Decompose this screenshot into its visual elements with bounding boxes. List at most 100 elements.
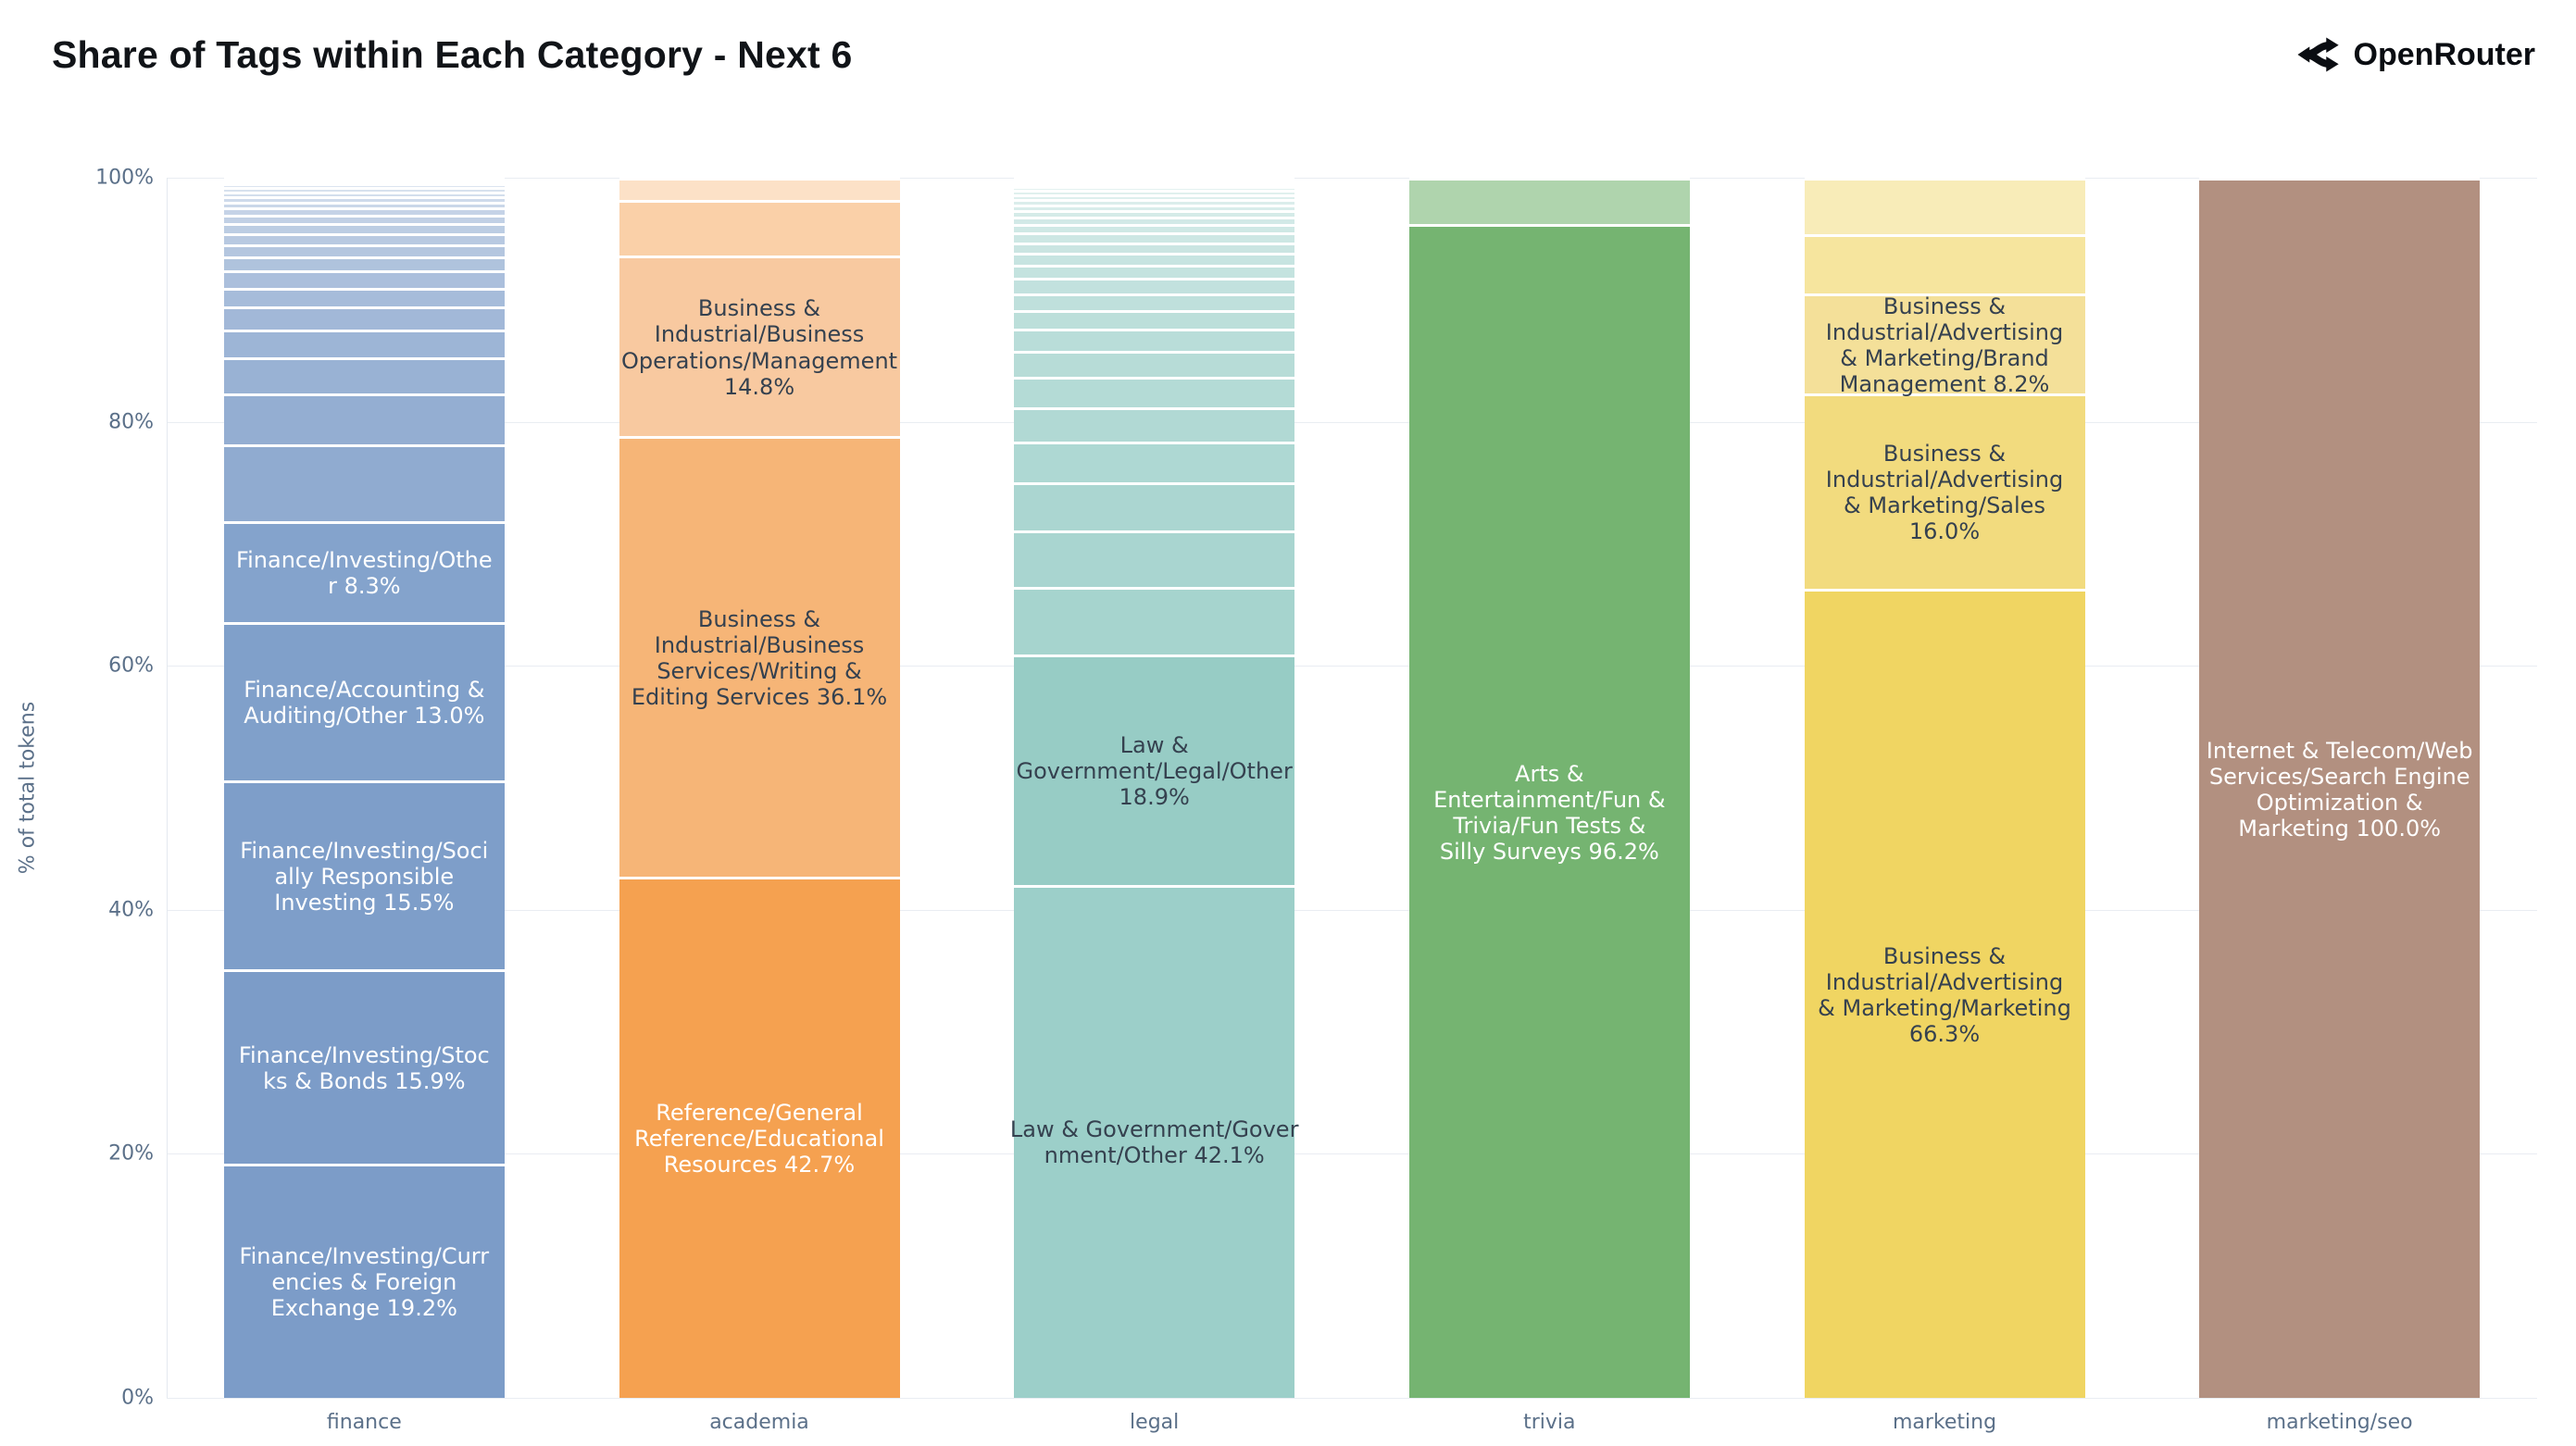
segment-legal-other-tags-6[interactable] — [1014, 377, 1295, 407]
gridline-20 — [167, 1153, 2537, 1155]
segment-legal-other-tags-14[interactable] — [1014, 242, 1295, 254]
segment-legal-law-government-government-other[interactable]: Law & Government/Gover nment/Other 42.1% — [1010, 884, 1298, 1398]
segment-finance-other-tags-12[interactable] — [223, 215, 505, 224]
segment-finance-finance-investing-currencies-foreign-exchange[interactable]: Finance/Investing/Curr encies & Foreign … — [223, 1164, 505, 1398]
segment-marketing-other-tags-2[interactable] — [1804, 178, 2085, 234]
segment-legal-other-tags-17[interactable] — [1014, 217, 1295, 225]
brand-name: OpenRouter — [2353, 36, 2535, 72]
y-tick-label-40: 40% — [108, 898, 154, 922]
page-title: Share of Tags within Each Category - Nex… — [52, 33, 853, 76]
segment-marketing-business-industrial-advertising-marketing-brand-management[interactable]: Business & Industrial/Advertising & Mark… — [1804, 293, 2085, 397]
segment-legal-other-tags-1[interactable] — [1014, 587, 1295, 654]
segment-academia-business-industrial-business-services-writing-editing-services[interactable]: Business & Industrial/Business Services/… — [619, 436, 900, 878]
segment-finance-other-tags-18[interactable] — [223, 183, 505, 188]
segment-legal-other-tags-26[interactable] — [1014, 178, 1295, 181]
segment-label: Arts & Entertainment/Fun & Trivia/Fun Te… — [1433, 760, 1666, 865]
segment-legal-other-tags-23[interactable] — [1014, 186, 1295, 191]
segment-label: Business & Industrial/Advertising & Mark… — [1825, 441, 2064, 545]
segment-legal-other-tags-19[interactable] — [1014, 204, 1295, 211]
segment-marketing-business-industrial-advertising-marketing-marketing[interactable]: Business & Industrial/Advertising & Mark… — [1804, 589, 2085, 1398]
segment-legal-law-government-legal-other[interactable]: Law & Government/Legal/Other 18.9% — [1014, 654, 1295, 885]
segment-label: Business & Industrial/Advertising & Mark… — [1818, 942, 2071, 1047]
segment-finance-other-tags-4[interactable] — [223, 330, 505, 358]
y-tick-label-60: 60% — [108, 654, 154, 678]
segment-finance-other-tags-20[interactable] — [223, 177, 505, 181]
segment-legal-other-tags-22[interactable] — [1014, 190, 1295, 194]
segment-finance-other-tags-17[interactable] — [223, 187, 505, 192]
segment-finance-finance-investing-stocks-bonds[interactable]: Finance/Investing/Stoc ks & Bonds 15.9% — [223, 969, 505, 1164]
segment-label: Finance/Accounting & Auditing/Other 13.0… — [244, 677, 485, 729]
segment-label: Reference/General Reference/Educational … — [634, 1099, 884, 1178]
segment-label: Finance/Investing/Othe r 8.3% — [236, 546, 493, 599]
segment-legal-other-tags-15[interactable] — [1014, 232, 1295, 243]
segment-label: Business & Industrial/Business Services/… — [631, 605, 888, 710]
segment-finance-other-tags-10[interactable] — [223, 232, 505, 244]
segment-legal-other-tags-7[interactable] — [1014, 351, 1295, 378]
gridline-0 — [167, 1398, 2537, 1399]
x-axis-label-academia: academia — [709, 1411, 809, 1434]
segment-finance-other-tags-2[interactable] — [223, 393, 505, 445]
segment-academia-other-tags-1[interactable] — [619, 199, 900, 256]
segment-label: Finance/Investing/Stoc ks & Bonds 15.9% — [238, 1041, 490, 1094]
segment-legal-other-tags-18[interactable] — [1014, 210, 1295, 218]
segment-legal-other-tags-3[interactable] — [1014, 482, 1295, 531]
segment-academia-business-industrial-business-operations-management[interactable]: Business & Industrial/Business Operation… — [619, 256, 900, 437]
gridline-40 — [167, 909, 2537, 911]
segment-legal-other-tags-25[interactable] — [1014, 181, 1295, 183]
segment-finance-other-tags-14[interactable] — [223, 201, 505, 208]
segment-finance-other-tags-13[interactable] — [223, 207, 505, 216]
segment-marketing-seo-internet-telecom-web-services-search-engine-optimization-marketing[interactable]: Internet & Telecom/Web Services/Search E… — [2199, 178, 2481, 1398]
segment-finance-other-tags-6[interactable] — [223, 287, 505, 307]
segment-legal-other-tags-4[interactable] — [1014, 442, 1295, 483]
segment-legal-other-tags-13[interactable] — [1014, 253, 1295, 266]
segment-academia-reference-general-reference-educational-resources[interactable]: Reference/General Reference/Educational … — [619, 877, 900, 1398]
segment-finance-other-tags-7[interactable] — [223, 270, 505, 288]
segment-finance-other-tags-8[interactable] — [223, 256, 505, 271]
bar-marketing-seo: Internet & Telecom/Web Services/Search E… — [2199, 178, 2481, 1398]
segment-marketing-other-tags-1[interactable] — [1804, 233, 2085, 294]
segment-finance-other-tags-16[interactable] — [223, 191, 505, 196]
bar-finance: Finance/Investing/Curr encies & Foreign … — [223, 177, 505, 1398]
segment-legal-other-tags-8[interactable] — [1014, 329, 1295, 352]
segment-legal-other-tags-10[interactable] — [1014, 293, 1295, 310]
x-axis-label-marketing: marketing — [1892, 1411, 1997, 1434]
openrouter-chevron-icon — [2295, 35, 2339, 74]
brand-logo: OpenRouter — [2295, 35, 2535, 74]
segment-legal-other-tags-9[interactable] — [1014, 309, 1295, 330]
x-axis-label-trivia: trivia — [1523, 1411, 1576, 1434]
segment-finance-other-tags-19[interactable] — [223, 180, 505, 184]
segment-legal-other-tags-21[interactable] — [1014, 193, 1295, 199]
y-tick-label-0: 0% — [121, 1386, 154, 1410]
segment-legal-other-tags-24[interactable] — [1014, 183, 1295, 187]
y-tick-label-80: 80% — [108, 410, 154, 434]
segment-finance-other-tags-9[interactable] — [223, 243, 505, 256]
segment-marketing-business-industrial-advertising-marketing-sales[interactable]: Business & Industrial/Advertising & Mark… — [1804, 393, 2085, 590]
gridline-60 — [167, 666, 2537, 667]
segment-legal-other-tags-2[interactable] — [1014, 530, 1295, 588]
y-tick-label-20: 20% — [108, 1141, 154, 1166]
segment-finance-other-tags-3[interactable] — [223, 357, 505, 394]
segment-finance-other-tags-1[interactable] — [223, 444, 505, 521]
segment-legal-other-tags-16[interactable] — [1014, 224, 1295, 233]
segment-finance-finance-investing-other[interactable]: Finance/Investing/Othe r 8.3% — [223, 520, 505, 622]
bar-legal: Law & Government/Gover nment/Other 42.1%… — [1010, 178, 1298, 1398]
segment-legal-other-tags-20[interactable] — [1014, 198, 1295, 205]
x-axis-label-marketing-seo: marketing/seo — [2266, 1411, 2413, 1434]
segment-legal-other-tags-12[interactable] — [1014, 265, 1295, 279]
segment-trivia-other-tags-1[interactable] — [1408, 178, 1690, 225]
segment-label: Finance/Investing/Curr encies & Foreign … — [239, 1242, 490, 1322]
segment-label: Law & Government/Gover nment/Other 42.1% — [1009, 1116, 1299, 1169]
segment-finance-finance-investing-socially-responsible-investing[interactable]: Finance/Investing/Soci ally Responsible … — [223, 780, 505, 970]
segment-finance-finance-accounting-auditing-other[interactable]: Finance/Accounting & Auditing/Other 13.0… — [223, 621, 505, 781]
segment-academia-other-tags-2[interactable] — [619, 178, 900, 200]
segment-legal-other-tags-11[interactable] — [1014, 278, 1295, 293]
segment-finance-other-tags-15[interactable] — [223, 195, 505, 202]
x-axis-label-finance: finance — [326, 1411, 402, 1434]
gridline-100 — [167, 178, 2537, 179]
segment-label: Finance/Investing/Soci ally Responsible … — [240, 837, 489, 916]
segment-trivia-arts-entertainment-fun-trivia-fun-tests-silly-surveys[interactable]: Arts & Entertainment/Fun & Trivia/Fun Te… — [1408, 224, 1690, 1398]
segment-label: Law & Government/Legal/Other 18.9% — [1016, 731, 1293, 810]
segment-finance-other-tags-11[interactable] — [223, 223, 505, 233]
segment-finance-other-tags-5[interactable] — [223, 306, 505, 330]
segment-legal-other-tags-5[interactable] — [1014, 406, 1295, 443]
